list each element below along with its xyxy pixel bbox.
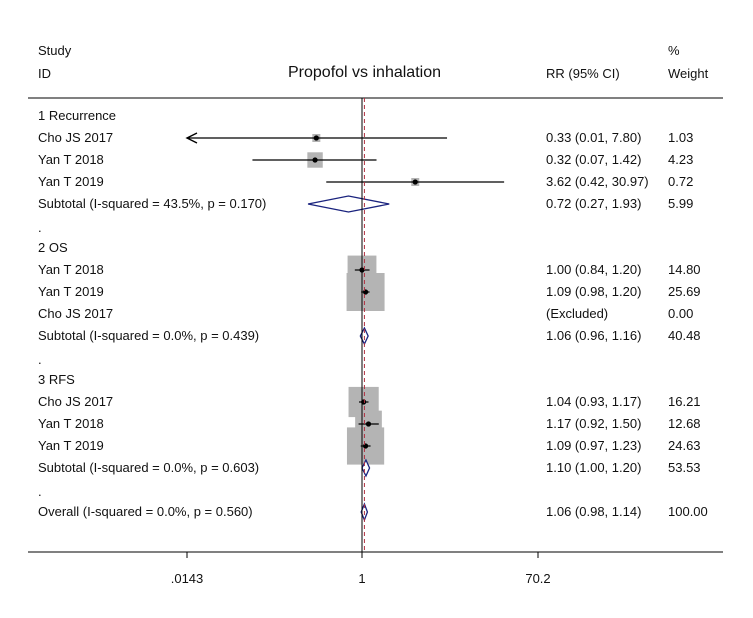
study-label-g2-s1: Yan T 2018 <box>38 262 104 277</box>
ci-arrow-g1-s1 <box>185 132 198 144</box>
x-tick-label-2: 1 <box>358 571 366 586</box>
header-study-label: Study <box>38 43 72 58</box>
group-label-3: 3 RFS <box>38 372 75 387</box>
subtotal-1-weight: 5.99 <box>668 196 694 211</box>
point-estimate-g3-s3 <box>362 443 369 449</box>
study-label-g1-s1: Cho JS 2017 <box>38 130 114 145</box>
chart-title: Propofol vs inhalation <box>288 64 441 81</box>
study-weight-g2-s3: 0.00 <box>668 306 694 321</box>
subtotal-3-ci-text: 1.10 (1.00, 1.20) <box>546 460 642 475</box>
study-weight-g2-s2: 25.69 <box>668 284 701 299</box>
study-label-g1-s2: Yan T 2018 <box>38 152 104 167</box>
group-separator-dot: . <box>38 352 42 367</box>
subtotal-3-label: Subtotal (I-squared = 0.0%, p = 0.603) <box>38 460 260 475</box>
header-weight-symbol: % <box>668 43 680 58</box>
overall-label: Overall (I-squared = 0.0%, p = 0.560) <box>38 504 253 519</box>
study-label-g3-s1: Cho JS 2017 <box>38 394 114 409</box>
subtotal-2-weight: 40.48 <box>668 328 701 343</box>
subtotal-1-ci-text: 0.72 (0.27, 1.93) <box>546 196 642 211</box>
study-weight-g1-s2: 4.23 <box>668 152 694 167</box>
point-estimate-g3-s2 <box>365 421 372 427</box>
study-ci-text-g3-s3: 1.09 (0.97, 1.23) <box>546 438 642 453</box>
header-id-label: ID <box>38 66 51 81</box>
study-ci-text-g2-s3: (Excluded) <box>546 306 609 321</box>
study-ci-text-g2-s2: 1.09 (0.98, 1.20) <box>546 284 642 299</box>
header-weight-label: Weight <box>668 66 709 81</box>
x-tick-label-3: 70.2 <box>525 571 551 586</box>
subtotal-1-label: Subtotal (I-squared = 43.5%, p = 0.170) <box>38 196 267 211</box>
subtotal-2-label: Subtotal (I-squared = 0.0%, p = 0.439) <box>38 328 260 343</box>
study-label-g3-s2: Yan T 2018 <box>38 416 104 431</box>
diamond-subtotal-1 <box>307 195 390 213</box>
point-estimate-g2-s2 <box>362 289 369 295</box>
study-ci-text-g1-s1: 0.33 (0.01, 7.80) <box>546 130 642 145</box>
group-separator-dot: . <box>38 484 42 499</box>
study-ci-text-g1-s3: 3.62 (0.42, 30.97) <box>546 174 649 189</box>
study-ci-text-g3-s2: 1.17 (0.92, 1.50) <box>546 416 642 431</box>
group-separator-dot: . <box>38 220 42 235</box>
study-weight-g3-s2: 12.68 <box>668 416 701 431</box>
study-ci-text-g2-s1: 1.00 (0.84, 1.20) <box>546 262 642 277</box>
study-weight-g3-s3: 24.63 <box>668 438 701 453</box>
group-label-1: 1 Recurrence <box>38 108 117 123</box>
study-weight-g1-s3: 0.72 <box>668 174 694 189</box>
study-weight-g2-s1: 14.80 <box>668 262 701 277</box>
group-label-2: 2 OS <box>38 240 68 255</box>
header-rr-label: RR (95% CI) <box>546 66 620 81</box>
study-label-g3-s3: Yan T 2019 <box>38 438 104 453</box>
point-estimate-g1-s3 <box>412 179 418 185</box>
subtotal-2-ci-text: 1.06 (0.96, 1.16) <box>546 328 642 343</box>
subtotal-3-weight: 53.53 <box>668 460 701 475</box>
study-ci-text-g3-s1: 1.04 (0.93, 1.17) <box>546 394 642 409</box>
study-label-g1-s3: Yan T 2019 <box>38 174 104 189</box>
overall-ci-text: 1.06 (0.98, 1.14) <box>546 504 642 519</box>
overall-weight: 100.00 <box>668 504 708 519</box>
study-weight-g3-s1: 16.21 <box>668 394 701 409</box>
point-estimate-g1-s2 <box>312 157 318 163</box>
study-weight-g1-s1: 1.03 <box>668 130 694 145</box>
x-tick-label-1: .0143 <box>170 571 204 586</box>
study-ci-text-g1-s2: 0.32 (0.07, 1.42) <box>546 152 642 167</box>
study-label-g2-s3: Cho JS 2017 <box>38 306 114 321</box>
study-label-g2-s2: Yan T 2019 <box>38 284 104 299</box>
point-estimate-g1-s1 <box>313 135 319 141</box>
